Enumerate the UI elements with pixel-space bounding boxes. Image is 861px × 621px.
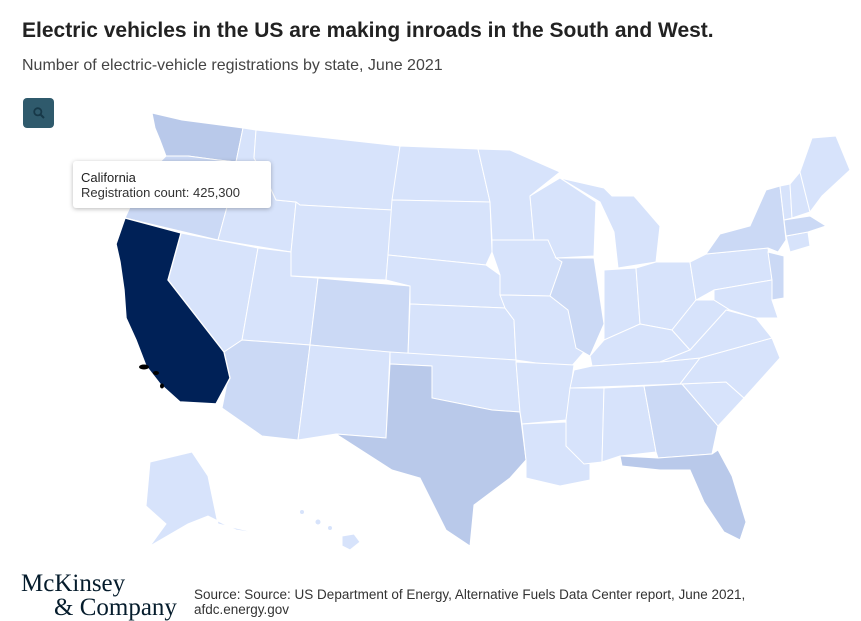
state-maine[interactable]	[799, 135, 851, 214]
state-alabama[interactable]	[601, 385, 657, 463]
logo-line-2: & Company	[54, 594, 177, 621]
state-montana[interactable]	[253, 129, 401, 211]
state-alaska[interactable]	[145, 451, 263, 547]
state-california[interactable]	[115, 217, 231, 405]
state-illinois[interactable]	[549, 257, 605, 357]
magnifier-icon	[32, 107, 45, 119]
tooltip-registration-count: Registration count: 425,300	[81, 185, 240, 200]
state-hawaii-island-3	[299, 509, 305, 515]
state-florida[interactable]	[619, 449, 747, 541]
state-wyoming[interactable]	[290, 201, 393, 281]
tooltip-state-name: California	[81, 170, 136, 185]
state-texas[interactable]	[335, 363, 527, 547]
state-washington[interactable]	[151, 112, 244, 163]
california-channel-island-3	[160, 383, 164, 389]
chart-subtitle: Number of electric-vehicle registrations…	[22, 57, 443, 74]
chart-title: Electric vehicles in the US are making i…	[22, 19, 714, 42]
state-hawaii-island-2	[327, 525, 333, 531]
state-hawaii-island-1	[314, 518, 322, 526]
state-michigan[interactable]	[559, 177, 661, 269]
california-channel-island-1	[139, 364, 149, 370]
state-arkansas[interactable]	[515, 361, 575, 425]
state-south-dakota[interactable]	[387, 199, 493, 266]
state-colorado[interactable]	[309, 277, 411, 356]
state-new-york[interactable]	[704, 185, 787, 255]
state-maryland[interactable]	[713, 279, 779, 319]
state-tooltip: California Registration count: 425,300	[73, 161, 271, 208]
source-note: Source: Source: US Department of Energy,…	[194, 587, 746, 617]
state-north-dakota[interactable]	[391, 145, 491, 203]
state-arizona[interactable]	[221, 339, 311, 441]
logo-line-1: McKinsey	[21, 570, 126, 597]
zoom-button[interactable]	[23, 98, 54, 128]
state-new-mexico[interactable]	[297, 344, 391, 441]
state-kansas[interactable]	[407, 303, 517, 361]
state-hawaii[interactable]	[341, 533, 361, 551]
california-channel-island-2	[153, 371, 159, 375]
mckinsey-logo: McKinsey & Company	[21, 570, 177, 621]
state-massachusetts[interactable]	[783, 215, 828, 237]
